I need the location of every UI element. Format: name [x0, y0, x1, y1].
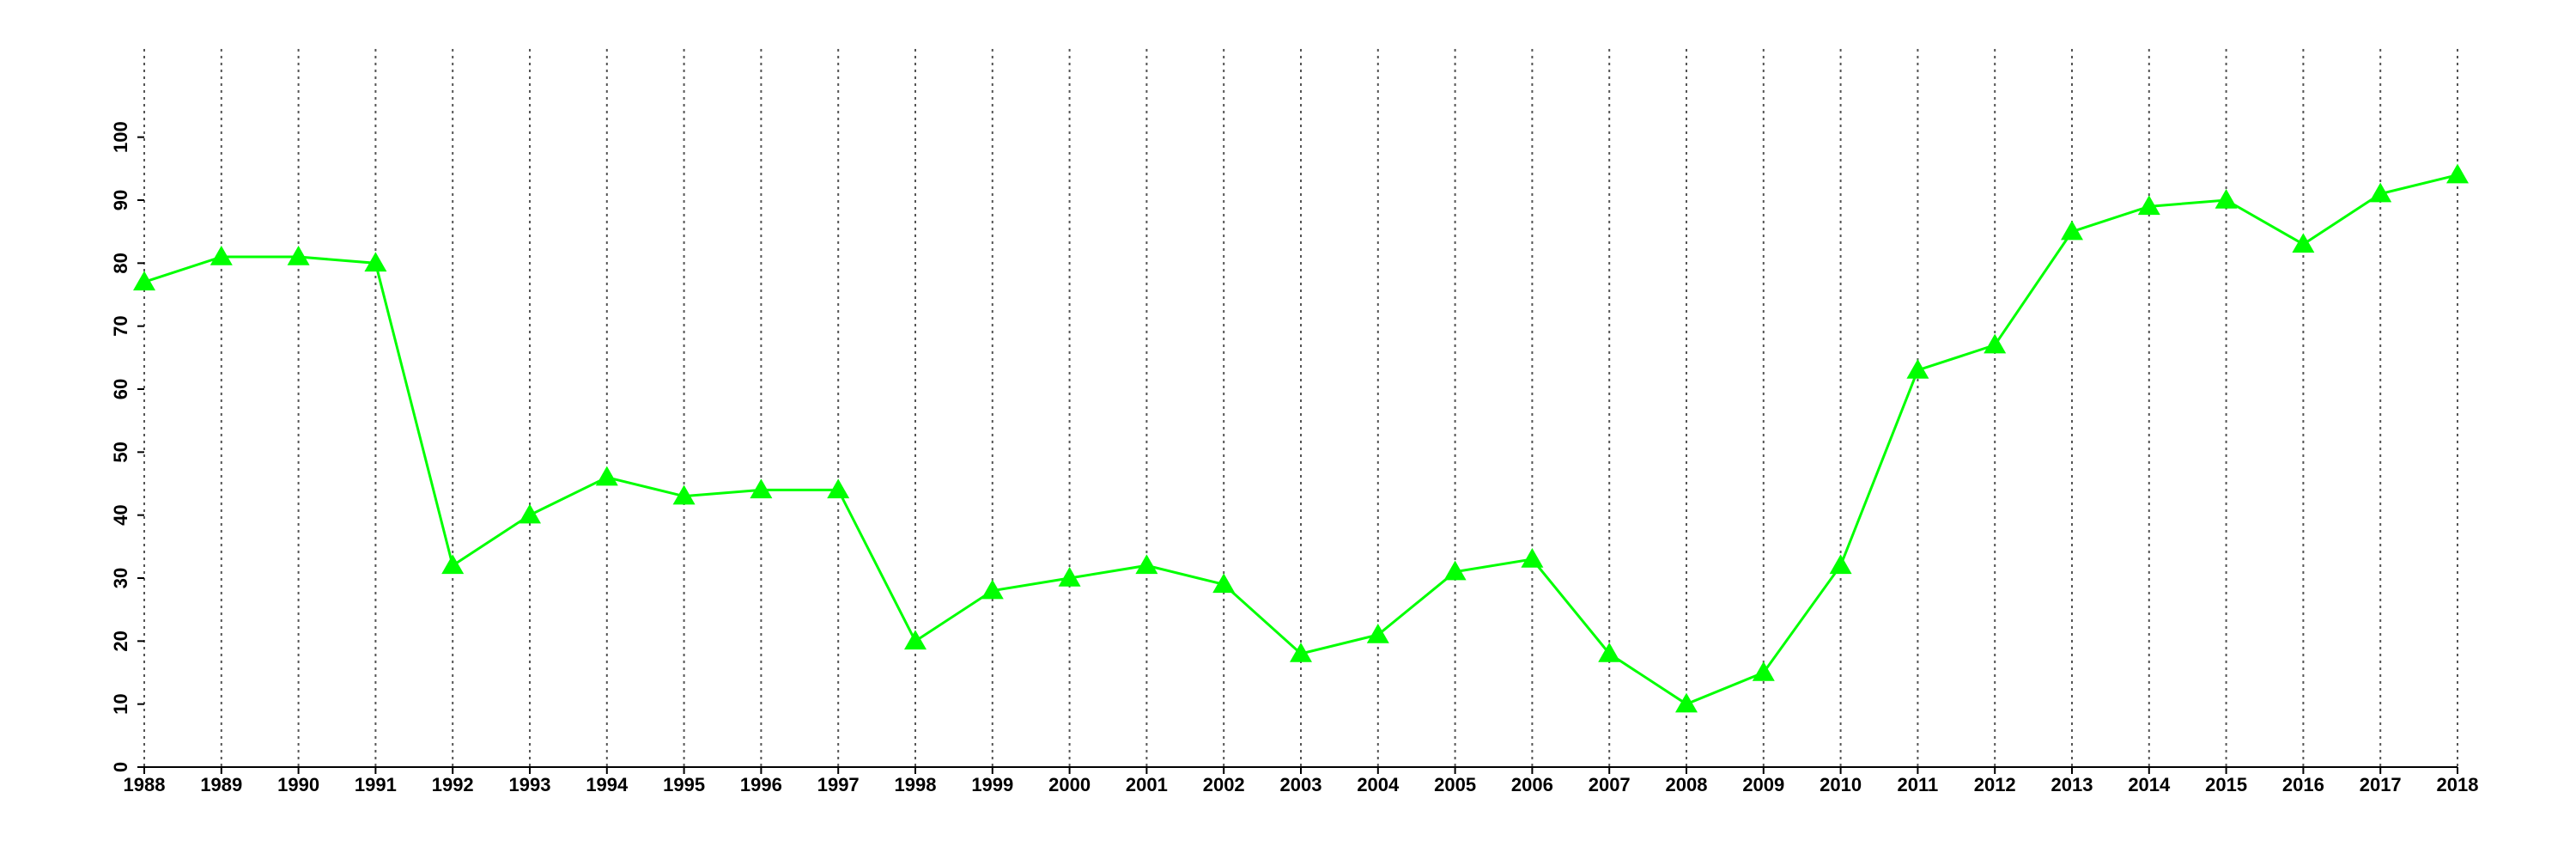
point-marker [1212, 573, 1236, 594]
point-marker [1752, 661, 1775, 681]
point-marker [1598, 643, 1621, 662]
y-tick-label: 20 [110, 631, 131, 651]
x-tick-label: 1999 [971, 774, 1013, 795]
x-tick-label: 1988 [124, 774, 166, 795]
x-tick-label: 2016 [2282, 774, 2324, 795]
point-marker [441, 554, 465, 575]
x-tick-label: 2015 [2205, 774, 2247, 795]
y-tick-label: 0 [110, 762, 131, 772]
point-marker [1984, 333, 2007, 354]
y-tick-label: 40 [110, 504, 131, 525]
point-marker [672, 484, 696, 505]
point-marker [2215, 189, 2238, 209]
x-tick-label: 2008 [1666, 774, 1708, 795]
point-marker [2292, 233, 2315, 253]
point-marker [2446, 163, 2469, 184]
x-tick-label: 2014 [2128, 774, 2171, 795]
x-tick-label: 1995 [663, 774, 705, 795]
x-tick-label: 1998 [895, 774, 937, 795]
point-marker [1521, 548, 1544, 568]
y-tick-label: 70 [110, 315, 131, 336]
point-marker [904, 630, 927, 650]
point-marker [519, 503, 541, 524]
point-marker [981, 579, 1004, 600]
x-tick-label: 2012 [1974, 774, 2016, 795]
point-marker [1829, 554, 1852, 575]
x-tick-label: 1996 [740, 774, 782, 795]
y-tick-label: 90 [110, 190, 131, 210]
series-line [143, 174, 2458, 706]
y-tick-label: 10 [110, 693, 131, 714]
point-marker [287, 246, 310, 265]
point-marker [364, 252, 387, 272]
x-tick-label: 2011 [1898, 774, 1939, 795]
point-marker [1675, 692, 1698, 713]
point-marker [827, 478, 850, 499]
x-tick-label: 1990 [277, 774, 319, 795]
point-marker [1058, 567, 1081, 587]
y-tick-label: 50 [110, 442, 131, 462]
y-tick-label: 100 [110, 121, 131, 153]
x-tick-label: 1993 [509, 774, 551, 795]
x-tick-label: 2007 [1589, 774, 1631, 795]
x-tick-label: 1991 [355, 774, 397, 795]
x-tick-label: 1994 [586, 774, 629, 795]
x-tick-label: 1992 [432, 774, 474, 795]
x-tick-label: 2005 [1434, 774, 1476, 795]
point-marker [2061, 220, 2083, 241]
point-marker [1290, 643, 1312, 662]
y-tick-label: 30 [110, 568, 131, 588]
point-marker [2369, 182, 2392, 203]
x-tick-label: 1989 [200, 774, 242, 795]
point-marker [133, 271, 155, 291]
point-marker [595, 466, 618, 486]
point-marker [1366, 624, 1389, 643]
x-tick-label: 2004 [1357, 774, 1400, 795]
x-tick-label: 2017 [2360, 774, 2402, 795]
x-tick-label: 2000 [1048, 774, 1091, 795]
point-marker [1906, 359, 1929, 379]
point-marker [2137, 195, 2160, 216]
point-marker [1443, 560, 1467, 581]
x-tick-label: 2018 [2437, 774, 2479, 795]
x-tick-label: 2001 [1126, 774, 1168, 795]
x-tick-label: 2010 [1820, 774, 1862, 795]
x-tick-label: 2009 [1742, 774, 1784, 795]
x-tick-label: 2006 [1511, 774, 1553, 795]
x-tick-label: 2013 [2051, 774, 2093, 795]
point-marker [1135, 554, 1158, 575]
x-tick-label: 2003 [1280, 774, 1322, 795]
y-tick-label: 80 [110, 253, 131, 273]
point-marker [210, 246, 233, 265]
x-tick-label: 2002 [1203, 774, 1245, 795]
y-tick-label: 60 [110, 379, 131, 399]
point-marker [750, 478, 773, 499]
x-tick-label: 1997 [817, 774, 860, 795]
